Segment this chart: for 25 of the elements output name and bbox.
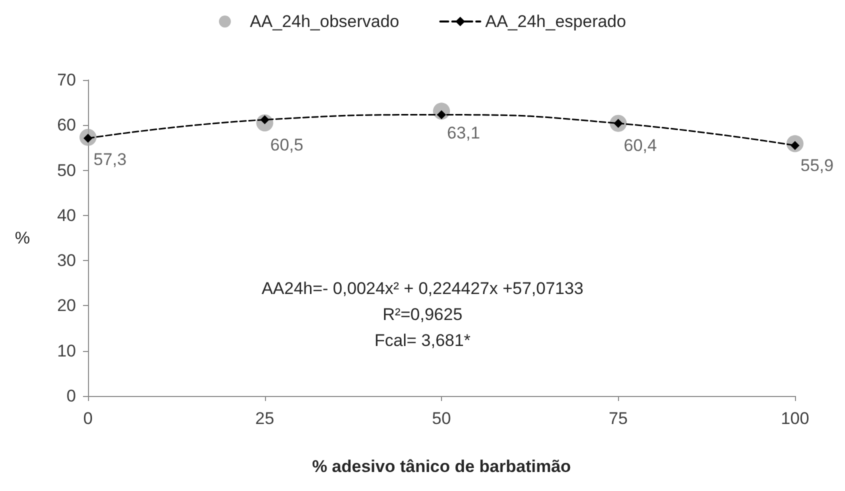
y-tick-label: 10 <box>57 341 76 360</box>
annotation: R²=0,9625 <box>382 305 462 324</box>
annotation: Fcal= 3,681* <box>374 331 471 350</box>
y-axis-title: % <box>14 228 30 248</box>
y-tick-label: 70 <box>57 70 76 90</box>
x-tick-label: 50 <box>432 409 451 428</box>
y-tick-label: 30 <box>57 251 76 270</box>
y-tick-label: 0 <box>66 386 76 406</box>
annotation: AA24h=- 0,0024x² + 0,224427x +57,07133 <box>262 279 584 298</box>
data-label: 60,4 <box>624 136 657 155</box>
x-tick-label: 75 <box>608 409 628 428</box>
legend-label: AA_24h_observado <box>250 12 400 31</box>
data-label: 55,9 <box>800 156 834 176</box>
y-tick-label: 20 <box>57 296 76 316</box>
x-tick-label: 25 <box>255 409 274 428</box>
y-tick-label: 50 <box>57 160 76 180</box>
data-label: 63,1 <box>447 124 480 143</box>
x-tick-label: 100 <box>780 409 810 428</box>
y-tick-label: 60 <box>57 116 76 135</box>
x-axis-title: % adesivo tânico de barbatimão <box>312 457 571 476</box>
y-tick-label: 40 <box>57 206 76 225</box>
legend-label: AA_24h_esperado <box>485 12 626 31</box>
data-label: 60,5 <box>270 135 304 154</box>
data-label: 57,3 <box>94 150 127 169</box>
x-tick-label: 0 <box>83 409 93 428</box>
